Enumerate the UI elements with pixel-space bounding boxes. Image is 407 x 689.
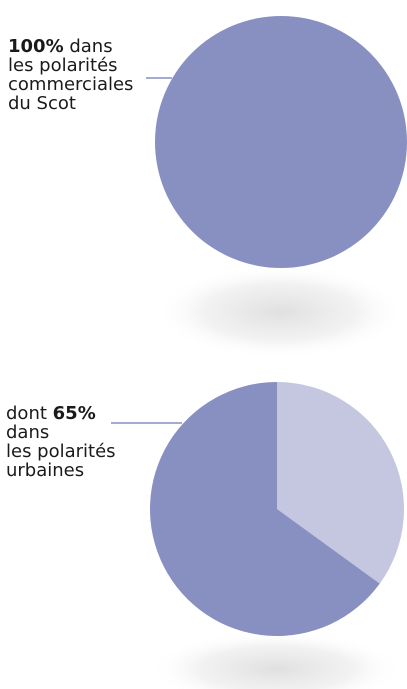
pie-2-annotation-line-4: urbaines	[6, 460, 85, 481]
pie-chart-1	[146, 16, 407, 359]
pie-2-slice-2	[277, 382, 404, 584]
pie-2-annotation: dont 65% dans les polarités urbaines	[6, 404, 116, 480]
pie-2-percentage: 65%	[52, 403, 96, 424]
pie-1-slice-1	[155, 16, 407, 268]
pie-chart-2	[111, 382, 404, 689]
pie-1-annotation: 100% dans les polarités commerciales du …	[8, 37, 133, 113]
pie-1-annotation-line-3: commerciales	[8, 74, 134, 95]
pie-2-annotation-line-2: dans	[6, 422, 50, 443]
pie-2-slice-1	[149, 382, 380, 637]
pie-1-annotation-line-1: 100% dans	[8, 36, 113, 57]
pie-2-shadow	[149, 631, 403, 689]
pie-1-annotation-line-2: les polarités	[8, 55, 118, 76]
pie-2-annotation-line-1: dont 65%	[6, 403, 96, 424]
pie-1-shadow	[154, 265, 406, 359]
pie-1-percentage: 100%	[8, 36, 64, 57]
pie-2-annotation-line-3: les polarités	[6, 441, 116, 462]
pie-1-annotation-line-4: du Scot	[8, 93, 76, 114]
